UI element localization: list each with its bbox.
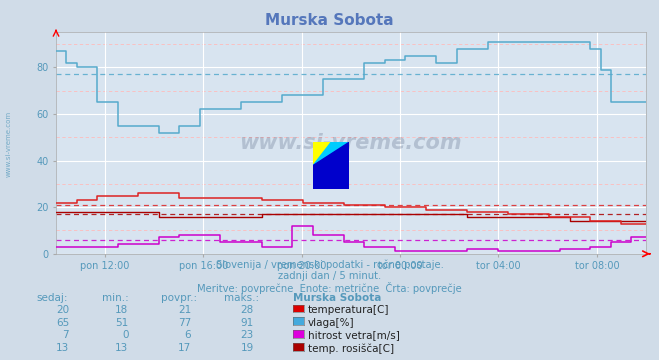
Text: 91: 91 xyxy=(241,318,254,328)
Text: 13: 13 xyxy=(115,343,129,354)
Text: Meritve: povprečne  Enote: metrične  Črta: povprečje: Meritve: povprečne Enote: metrične Črta:… xyxy=(197,282,462,293)
Text: 65: 65 xyxy=(56,318,69,328)
Text: 18: 18 xyxy=(115,305,129,315)
Text: zadnji dan / 5 minut.: zadnji dan / 5 minut. xyxy=(278,271,381,281)
Text: 13: 13 xyxy=(56,343,69,354)
Text: 77: 77 xyxy=(178,318,191,328)
Text: 6: 6 xyxy=(185,330,191,341)
Text: www.si-vreme.com: www.si-vreme.com xyxy=(5,111,11,177)
Text: povpr.:: povpr.: xyxy=(161,293,198,303)
Text: 17: 17 xyxy=(178,343,191,354)
Text: 28: 28 xyxy=(241,305,254,315)
Text: 7: 7 xyxy=(63,330,69,341)
Text: min.:: min.: xyxy=(102,293,129,303)
Polygon shape xyxy=(313,142,331,166)
Text: 21: 21 xyxy=(178,305,191,315)
Text: sedaj:: sedaj: xyxy=(36,293,68,303)
Text: temperatura[C]: temperatura[C] xyxy=(308,305,389,315)
Text: 23: 23 xyxy=(241,330,254,341)
Polygon shape xyxy=(313,142,349,189)
Text: maks.:: maks.: xyxy=(224,293,259,303)
Text: Slovenija / vremenski podatki - ročne postaje.: Slovenija / vremenski podatki - ročne po… xyxy=(215,260,444,270)
Text: 19: 19 xyxy=(241,343,254,354)
Text: Murska Sobota: Murska Sobota xyxy=(265,13,394,28)
Text: 20: 20 xyxy=(56,305,69,315)
Polygon shape xyxy=(313,142,349,189)
Text: temp. rosišča[C]: temp. rosišča[C] xyxy=(308,343,394,354)
Text: www.si-vreme.com: www.si-vreme.com xyxy=(240,133,462,153)
Text: vlaga[%]: vlaga[%] xyxy=(308,318,355,328)
Text: hitrost vetra[m/s]: hitrost vetra[m/s] xyxy=(308,330,399,341)
Text: Murska Sobota: Murska Sobota xyxy=(293,293,382,303)
Text: 0: 0 xyxy=(122,330,129,341)
Text: 51: 51 xyxy=(115,318,129,328)
